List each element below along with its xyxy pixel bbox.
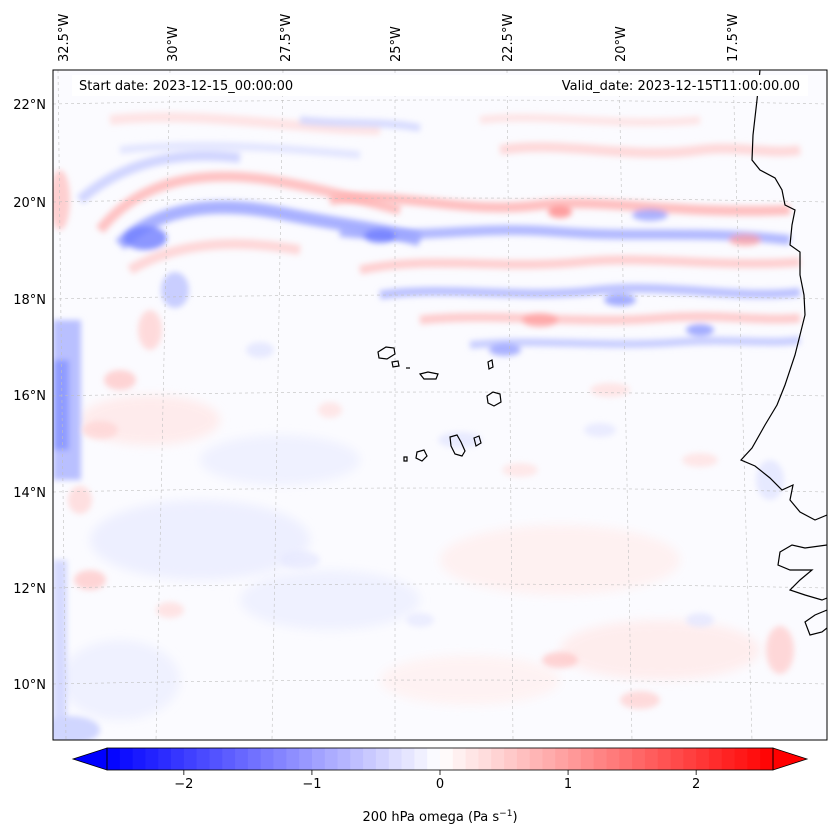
colorbar-swatch xyxy=(734,748,748,770)
colorbar-swatch xyxy=(760,748,774,770)
africa-coastline xyxy=(739,70,827,636)
colorbar-swatch xyxy=(375,748,390,770)
lat-label: 20°N xyxy=(13,196,46,211)
colorbar-swatch xyxy=(337,748,351,770)
colorbar-swatch xyxy=(132,748,146,770)
colorbar-swatch xyxy=(388,748,402,770)
colorbar-swatch xyxy=(478,748,492,770)
colorbar-swatch xyxy=(542,748,556,770)
colorbar-swatch xyxy=(619,748,633,770)
lon-label: 17.5°W xyxy=(726,14,741,62)
island-santo-antao xyxy=(377,346,396,360)
lat-label: 12°N xyxy=(13,582,46,597)
island-brava xyxy=(403,456,408,462)
island-maio xyxy=(473,435,482,447)
colorbar-tick-label: −1 xyxy=(302,777,321,792)
colorbar-swatch xyxy=(555,748,569,770)
colorbar-swatch xyxy=(235,748,249,770)
colorbar-tick-label: 0 xyxy=(436,777,444,792)
colorbar-swatch xyxy=(145,748,159,770)
colorbar-swatch xyxy=(606,748,620,770)
colorbar-swatch xyxy=(222,748,236,770)
colorbar-swatch xyxy=(721,748,735,770)
colorbar-swatch xyxy=(529,748,543,770)
start-date-text: Start date: 2023-12-15_00:00:00 xyxy=(79,79,293,94)
island-sal xyxy=(487,359,494,370)
lat-label: 14°N xyxy=(13,486,46,501)
colorbar-swatch xyxy=(350,748,364,770)
colorbar-swatch xyxy=(657,748,671,770)
colorbar-swatch xyxy=(747,748,761,770)
colorbar-ticks: −2 −1 0 1 2 xyxy=(174,770,700,792)
colorbar-label: 200 hPa omega (Pa s−1) xyxy=(362,809,517,825)
island-sao-vicente xyxy=(391,360,400,368)
colorbar-swatch xyxy=(414,748,428,770)
lon-label: 30°W xyxy=(166,26,181,62)
island-sao-nicolau xyxy=(418,371,439,380)
colorbar-swatch xyxy=(260,748,274,770)
lat-label: 10°N xyxy=(13,678,46,693)
colorbar-swatch xyxy=(286,748,300,770)
colorbar-swatch xyxy=(401,748,415,770)
longitude-labels: 32.5°W 30°W 27.5°W 25°W 22.5°W 20°W 17.5… xyxy=(57,14,741,62)
lon-label: 25°W xyxy=(389,26,404,62)
lon-label: 32.5°W xyxy=(57,14,72,62)
lon-label: 22.5°W xyxy=(501,14,516,62)
colorbar-swatch xyxy=(491,748,505,770)
colorbar-swatch xyxy=(107,748,121,770)
colorbar-swatch xyxy=(324,748,338,770)
omega-field xyxy=(53,112,801,740)
valid-date-text: Valid_date: 2023-12-15T11:00:00.00 xyxy=(562,79,800,94)
map-panel: Start date: 2023-12-15_00:00:00 Valid_da… xyxy=(13,14,828,741)
colorbar-swatch xyxy=(465,748,479,770)
colorbar-swatch xyxy=(504,748,518,770)
colorbar-swatch xyxy=(311,748,326,770)
colorbar-extend-left xyxy=(71,747,108,771)
map-gridlines xyxy=(53,70,827,740)
colorbar: −2 −1 0 1 2 200 hPa omega (Pa s−1) xyxy=(71,747,809,825)
colorbar-swatch xyxy=(247,748,262,770)
colorbar-swatch xyxy=(158,748,172,770)
colorbar-swatch xyxy=(363,748,377,770)
colorbar-swatch xyxy=(644,748,659,770)
colorbar-swatch xyxy=(696,748,710,770)
lon-label: 27.5°W xyxy=(279,14,294,62)
island-boa-vista xyxy=(486,391,502,407)
colorbar-swatch xyxy=(516,748,531,770)
header-bar xyxy=(72,75,808,96)
colorbar-swatch xyxy=(196,748,210,770)
colorbar-swatch xyxy=(427,748,441,770)
lat-label: 22°N xyxy=(13,98,46,113)
colorbar-swatch xyxy=(568,748,582,770)
colorbar-swatch xyxy=(452,748,467,770)
colorbar-swatch xyxy=(119,748,134,770)
colorbar-swatch xyxy=(209,748,223,770)
colorbar-swatch xyxy=(183,748,198,770)
colorbar-swatch xyxy=(273,748,287,770)
colorbar-swatches xyxy=(107,748,774,770)
colorbar-tick-label: 1 xyxy=(564,777,572,792)
lat-label: 18°N xyxy=(13,293,46,308)
colorbar-swatch xyxy=(632,748,646,770)
island-santiago xyxy=(449,434,466,457)
lon-label: 20°W xyxy=(614,26,629,62)
colorbar-swatch xyxy=(580,748,595,770)
map-frame xyxy=(52,69,828,741)
lat-label: 16°N xyxy=(13,389,46,404)
colorbar-swatch xyxy=(683,748,697,770)
colorbar-tick-label: −2 xyxy=(174,777,193,792)
colorbar-swatch xyxy=(670,748,684,770)
colorbar-swatch xyxy=(593,748,607,770)
island-fogo xyxy=(415,449,428,462)
colorbar-extend-right xyxy=(772,747,809,771)
coastlines xyxy=(377,70,827,636)
colorbar-swatch xyxy=(299,748,313,770)
colorbar-tick-label: 2 xyxy=(692,777,700,792)
colorbar-swatch xyxy=(171,748,185,770)
latitude-labels: 22°N 20°N 18°N 16°N 14°N 12°N 10°N xyxy=(13,98,46,693)
colorbar-swatch xyxy=(708,748,723,770)
colorbar-swatch xyxy=(440,748,454,770)
